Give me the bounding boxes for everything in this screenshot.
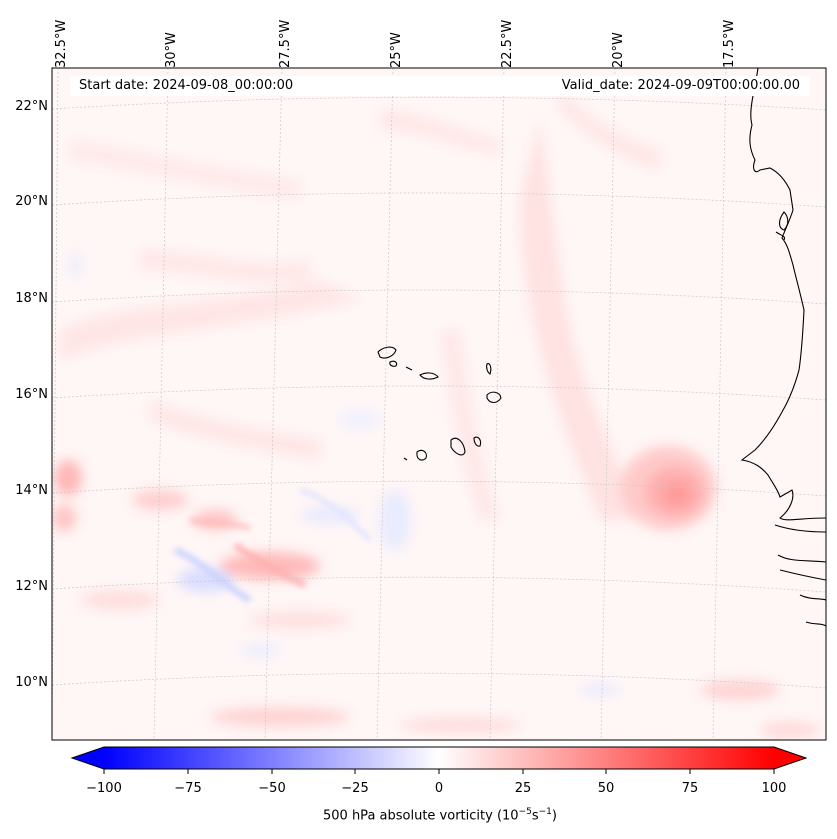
- colorbar-tick-label: −100: [86, 781, 122, 796]
- valid-date-label: Valid_date: 2024-09-09T00:00:00.00: [561, 78, 800, 93]
- start-date-label: Start date: 2024-09-08_00:00:00: [79, 78, 294, 93]
- lat-label: 22°N: [15, 99, 48, 114]
- map-frame: [51, 67, 827, 741]
- lat-label: 18°N: [15, 291, 48, 306]
- coastline: [740, 68, 826, 627]
- vorticity-field: [52, 68, 826, 740]
- lat-label: 12°N: [15, 579, 48, 594]
- graticule: [52, 68, 826, 740]
- colorbar-tick-label: 25: [514, 781, 532, 796]
- header-band: [70, 76, 810, 96]
- lat-label: 14°N: [15, 483, 48, 498]
- colorbar-tick-label: −50: [258, 781, 286, 796]
- colorbar-tick-label: 50: [597, 781, 615, 796]
- lat-label: 10°N: [15, 675, 48, 690]
- colorbar-tick-label: 0: [434, 781, 444, 796]
- cape-verde-islands: [377, 346, 502, 461]
- lat-label: 16°N: [15, 387, 48, 402]
- colorbar: [70, 746, 808, 774]
- colorbar-tick-label: 75: [681, 781, 699, 796]
- colorbar-tick-label: −25: [341, 781, 369, 796]
- colorbar-tick-label: −75: [174, 781, 202, 796]
- colorbar-tick-label: 100: [761, 781, 787, 796]
- colorbar-title: 500 hPa absolute vorticity (10−5s−1): [323, 807, 557, 824]
- lat-label: 20°N: [15, 194, 48, 209]
